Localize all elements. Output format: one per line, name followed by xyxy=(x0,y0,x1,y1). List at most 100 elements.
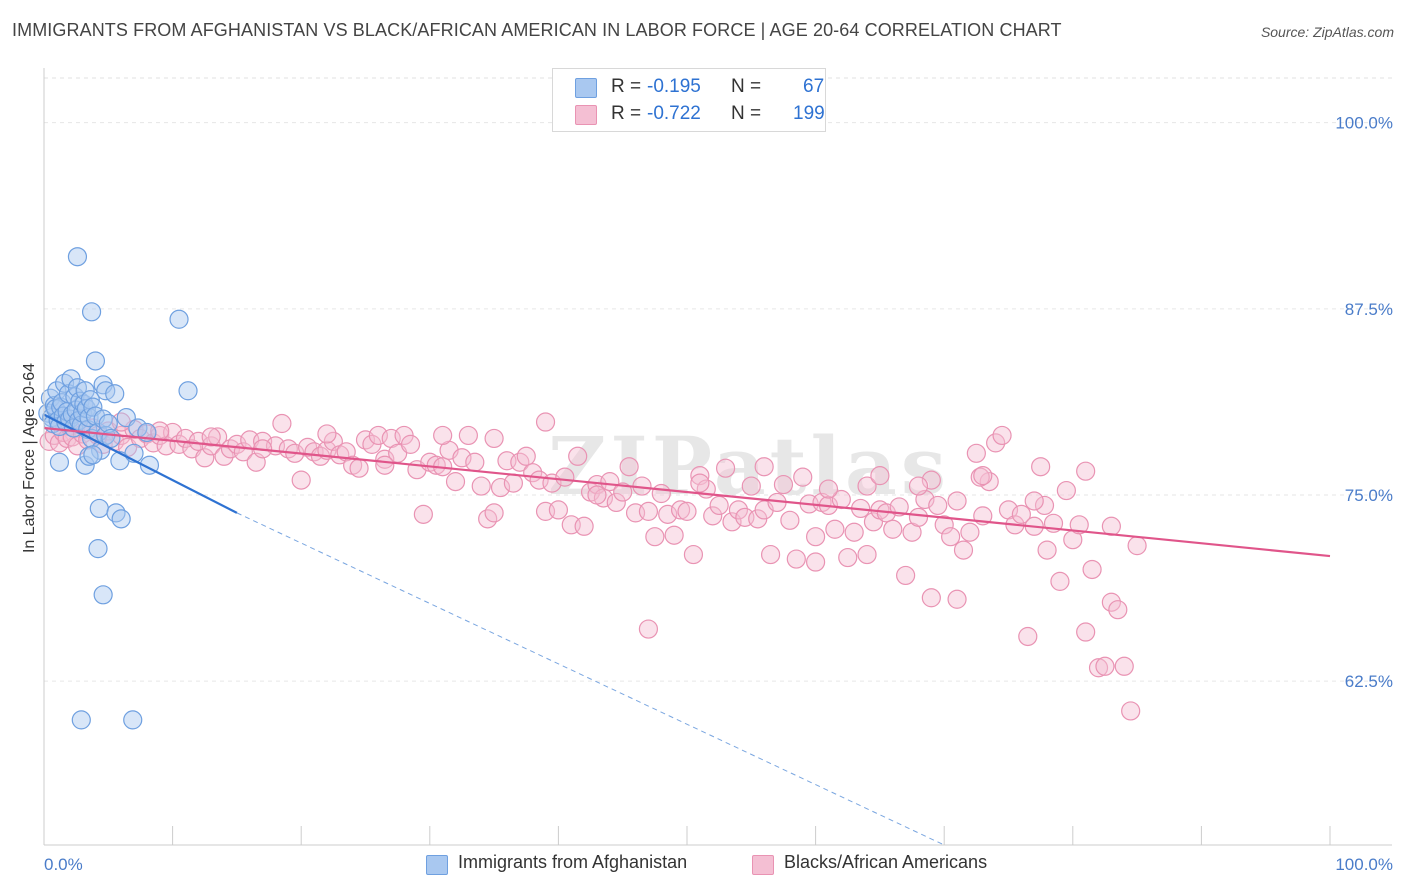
data-point xyxy=(1031,457,1051,477)
x-tick-label-left: 0.0% xyxy=(44,855,83,874)
data-point xyxy=(516,446,536,466)
data-point xyxy=(606,492,626,513)
data-point xyxy=(349,458,369,478)
data-point xyxy=(123,710,143,730)
data-point xyxy=(291,470,311,490)
data-point xyxy=(178,381,198,401)
data-point xyxy=(966,443,986,463)
data-point xyxy=(754,457,774,477)
data-point xyxy=(690,473,710,493)
data-point xyxy=(375,455,395,475)
data-point xyxy=(928,495,948,516)
data-point xyxy=(490,477,511,498)
data-point xyxy=(658,504,678,524)
data-point xyxy=(47,381,67,401)
data-point xyxy=(1011,504,1031,524)
data-point xyxy=(548,500,569,520)
data-point xyxy=(111,509,131,529)
data-point xyxy=(458,425,478,446)
data-point xyxy=(1108,600,1128,620)
data-point xyxy=(908,476,929,496)
legend-n-value: 199 xyxy=(793,103,825,124)
data-point xyxy=(452,448,472,468)
axes xyxy=(43,68,1392,846)
data-point xyxy=(1076,622,1096,642)
data-point xyxy=(889,497,909,517)
data-point xyxy=(844,522,864,542)
legend-r-label: R = xyxy=(611,76,642,97)
data-point xyxy=(98,413,118,434)
data-point xyxy=(71,710,91,730)
data-point xyxy=(1024,491,1044,511)
data-point xyxy=(651,483,671,504)
data-point xyxy=(986,433,1006,453)
data-point xyxy=(1101,592,1121,612)
data-point xyxy=(1121,701,1141,721)
legend-n-label: N = xyxy=(731,103,762,124)
data-point xyxy=(677,501,697,521)
y-tick-label: 87.5% xyxy=(1345,300,1393,319)
legend-swatch-blue xyxy=(426,855,448,875)
data-point xyxy=(574,516,594,536)
data-point xyxy=(870,466,890,486)
data-points xyxy=(38,247,1147,730)
data-point xyxy=(535,412,556,432)
data-point xyxy=(722,512,742,532)
data-point xyxy=(741,476,761,496)
data-point xyxy=(433,425,453,446)
stats-legend: R = -0.195 N = 67 R = -0.722 N = 199 xyxy=(552,68,826,132)
data-point xyxy=(1037,540,1057,560)
legend-r-value: -0.722 xyxy=(647,103,701,124)
data-point xyxy=(600,472,620,492)
data-point xyxy=(613,482,633,502)
legend-label-black: Blacks/African Americans xyxy=(784,852,988,872)
data-point xyxy=(818,479,839,499)
data-point xyxy=(728,500,749,520)
data-point xyxy=(93,585,113,605)
data-point xyxy=(780,510,800,530)
data-point xyxy=(786,549,806,569)
legend-swatch-pink xyxy=(752,855,774,875)
legend-n-label: N = xyxy=(731,76,762,97)
data-point xyxy=(857,544,877,565)
data-point xyxy=(953,540,974,560)
data-point xyxy=(106,503,126,523)
data-point xyxy=(960,522,980,542)
data-point xyxy=(670,500,691,520)
data-point xyxy=(664,525,684,545)
grid-lines xyxy=(44,77,1392,682)
data-point xyxy=(445,472,466,492)
data-point xyxy=(1050,571,1070,591)
legend-swatch-pink xyxy=(575,105,597,125)
data-point xyxy=(227,434,247,454)
data-point xyxy=(973,466,993,486)
data-point xyxy=(67,247,88,267)
y-tick-label: 75.0% xyxy=(1345,486,1393,505)
data-point xyxy=(413,504,433,524)
data-point xyxy=(773,474,794,495)
data-point xyxy=(471,476,491,496)
data-point xyxy=(793,467,813,487)
data-point xyxy=(555,467,575,487)
legend-n-value: 67 xyxy=(803,76,825,97)
data-point xyxy=(715,458,736,478)
data-point xyxy=(1034,495,1055,516)
data-point xyxy=(857,476,877,496)
data-point xyxy=(709,495,729,516)
trend-line xyxy=(43,426,1331,558)
x-tick-label-right: 100.0% xyxy=(1335,855,1393,874)
data-point xyxy=(921,588,941,608)
data-point xyxy=(896,565,916,586)
source-label: Source: ZipAtlas.com xyxy=(1260,24,1394,40)
y-tick-labels: 100.0% 87.5% 75.0% 62.5% xyxy=(1335,114,1393,691)
data-point xyxy=(934,515,954,535)
data-point xyxy=(587,485,607,505)
data-point xyxy=(825,519,845,539)
data-point xyxy=(703,506,723,526)
data-point xyxy=(947,589,967,609)
data-point xyxy=(645,527,665,547)
data-point xyxy=(484,503,504,523)
y-axis-label: In Labor Force | Age 20-64 xyxy=(21,363,38,553)
data-point xyxy=(201,427,221,447)
data-point xyxy=(85,351,106,371)
